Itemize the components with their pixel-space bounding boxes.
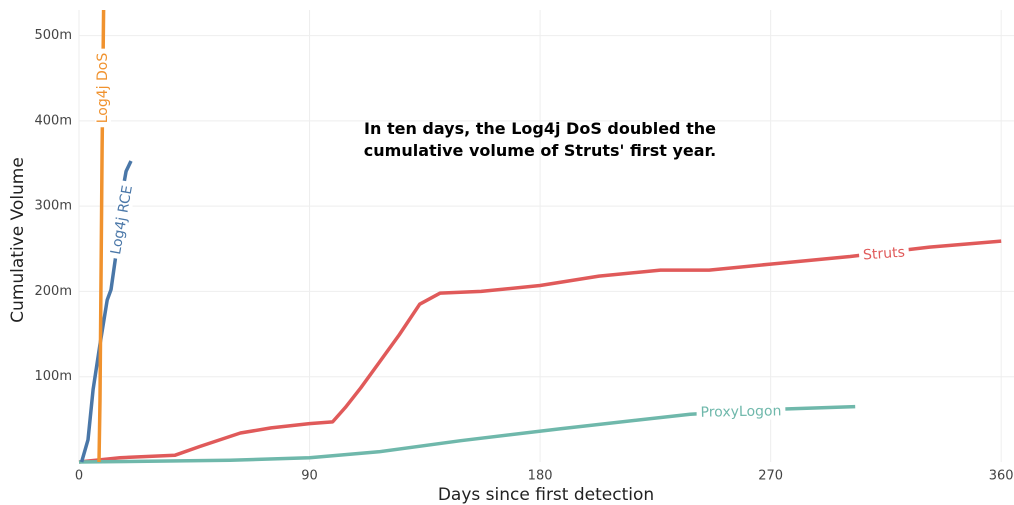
series-label: Log4j RCE [108,184,136,256]
series-label: Log4j DoS [95,53,111,124]
label-background [107,180,137,260]
series-line [97,10,106,463]
x-tick-label: 90 [301,469,318,484]
label-background [696,403,786,421]
x-tick-label: 180 [528,469,553,484]
x-tick-label: 0 [75,469,83,484]
series-label: Struts [863,245,906,264]
y-tick-label: 200m [35,284,72,299]
y-tick-label: 300m [35,199,72,214]
x-tick-label: 360 [989,469,1014,484]
series-label: ProxyLogon [700,403,781,420]
label-background [95,48,111,128]
x-axis-label: Days since first detection [438,485,654,505]
y-tick-label: 100m [35,369,72,384]
y-axis-label: Cumulative Volume [8,157,28,323]
x-tick-label: 270 [758,469,783,484]
annotation: In ten days, the Log4j DoS doubled the c… [363,119,717,160]
y-tick-label: 500m [35,28,72,43]
series-line [78,239,1002,464]
y-tick-label: 400m [35,113,72,128]
label-background [858,244,910,264]
